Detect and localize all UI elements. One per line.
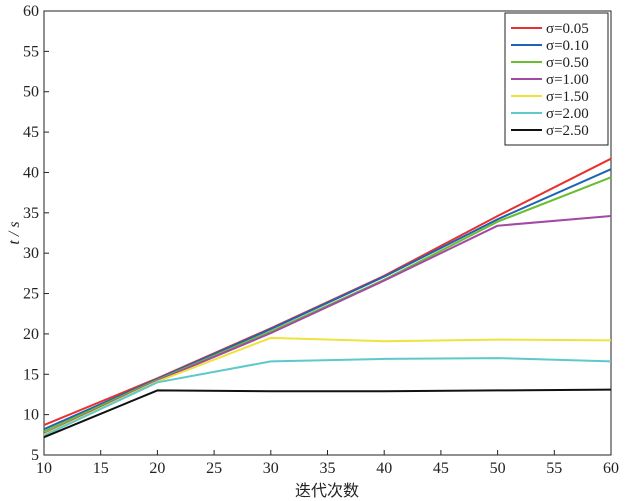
y-tick-label: 25 xyxy=(23,286,39,303)
legend-entry: σ=2.50 xyxy=(546,123,589,139)
series-line-5 xyxy=(43,357,612,437)
x-tick-label: 30 xyxy=(263,460,279,477)
x-tick-label: 15 xyxy=(93,460,109,477)
y-tick-label: 45 xyxy=(23,124,39,141)
x-tick-label: 10 xyxy=(36,460,52,477)
y-tick-label: 35 xyxy=(23,205,39,222)
y-tick-label: 60 xyxy=(23,3,39,20)
y-tick-label: 15 xyxy=(23,366,39,383)
y-axis-ticks: 5 10 15 20 25 30 35 40 45 50 55 60 xyxy=(23,3,49,464)
y-tick-label: 20 xyxy=(23,326,39,343)
legend-entry: σ=1.00 xyxy=(546,72,589,88)
x-tick-label: 20 xyxy=(149,460,165,477)
legend-entry: σ=0.10 xyxy=(546,38,589,54)
x-tick-label: 25 xyxy=(206,460,222,477)
legend-entry: σ=1.50 xyxy=(546,89,589,105)
y-tick-label: 40 xyxy=(23,164,39,181)
y-tick-label: 55 xyxy=(23,43,39,60)
x-tick-label: 55 xyxy=(546,460,562,477)
y-tick-label: 10 xyxy=(23,407,39,424)
y-tick-label: 30 xyxy=(23,245,39,262)
x-axis-ticks: 10 15 20 25 30 35 40 45 50 55 60 xyxy=(36,450,619,477)
x-tick-label: 60 xyxy=(603,460,619,477)
x-tick-label: 45 xyxy=(433,460,449,477)
x-tick-label: 40 xyxy=(376,460,392,477)
legend-entry: σ=0.50 xyxy=(546,55,589,71)
series-line-6 xyxy=(43,388,612,439)
y-tick-label: 50 xyxy=(23,84,39,101)
x-tick-label: 50 xyxy=(490,460,506,477)
y-tick-label: 5 xyxy=(31,447,39,464)
x-axis-label: 迭代次数 xyxy=(295,481,359,500)
y-axis-label: t / s xyxy=(6,221,23,244)
legend: σ=0.05σ=0.10σ=0.50σ=1.00σ=1.50σ=2.00σ=2.… xyxy=(504,12,609,146)
x-tick-label: 35 xyxy=(320,460,336,477)
series-lines xyxy=(43,157,612,439)
legend-entry: σ=0.05 xyxy=(546,21,589,37)
legend-entry: σ=2.00 xyxy=(546,106,589,122)
